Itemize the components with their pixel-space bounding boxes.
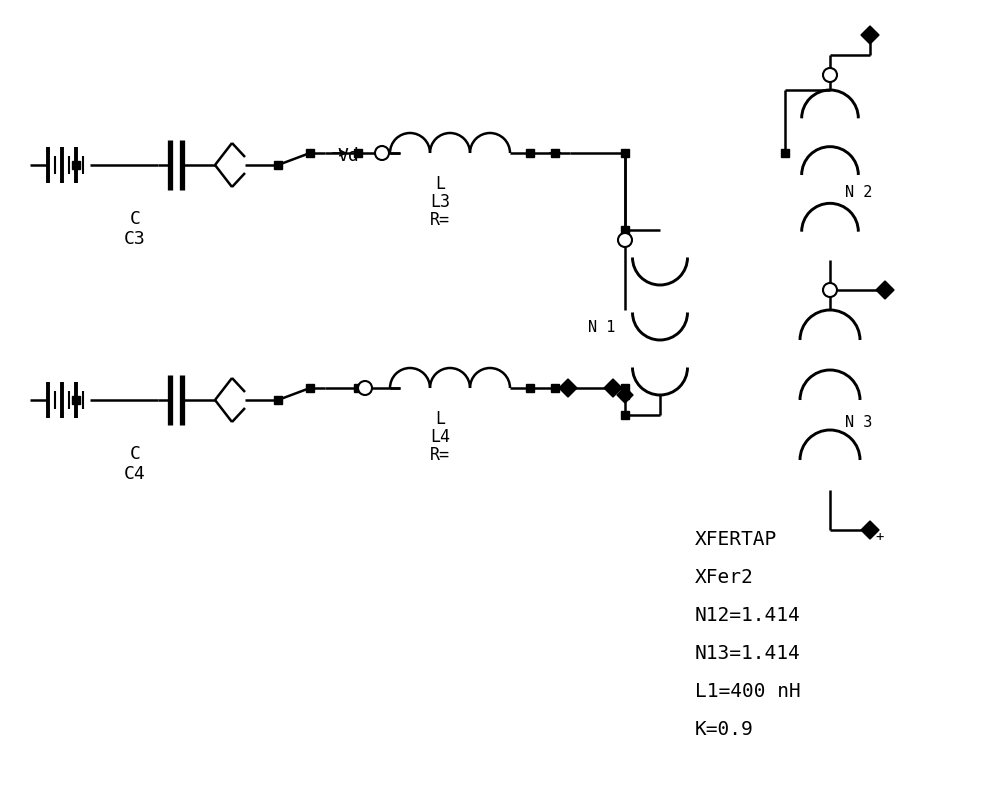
Bar bbox=[306, 149, 314, 157]
Text: L3: L3 bbox=[430, 193, 450, 211]
Text: N12=1.414: N12=1.414 bbox=[695, 606, 801, 625]
Text: Vd: Vd bbox=[337, 147, 359, 165]
Bar bbox=[621, 226, 629, 234]
Circle shape bbox=[823, 68, 837, 82]
Text: C: C bbox=[130, 210, 140, 228]
Text: R=: R= bbox=[430, 446, 450, 464]
Text: R=: R= bbox=[430, 211, 450, 229]
Text: N13=1.414: N13=1.414 bbox=[695, 644, 801, 663]
Bar bbox=[354, 149, 362, 157]
Bar bbox=[72, 161, 80, 169]
Text: K=0.9: K=0.9 bbox=[695, 720, 754, 739]
Text: L: L bbox=[435, 175, 445, 193]
Bar bbox=[354, 384, 362, 392]
Circle shape bbox=[823, 283, 837, 297]
Bar bbox=[526, 384, 534, 392]
Text: N 1: N 1 bbox=[588, 320, 615, 335]
Polygon shape bbox=[861, 26, 879, 44]
Text: L4: L4 bbox=[430, 428, 450, 446]
Polygon shape bbox=[861, 521, 879, 539]
Bar bbox=[72, 396, 80, 404]
Bar bbox=[621, 391, 629, 399]
Bar bbox=[621, 411, 629, 419]
Bar bbox=[551, 384, 559, 392]
Bar bbox=[274, 161, 282, 169]
Polygon shape bbox=[617, 387, 633, 403]
Bar bbox=[526, 149, 534, 157]
Text: N 2: N 2 bbox=[845, 185, 872, 200]
Text: N 3: N 3 bbox=[845, 415, 872, 430]
Bar bbox=[621, 384, 629, 392]
Bar bbox=[621, 149, 629, 157]
Bar bbox=[551, 149, 559, 157]
Text: L1=400 nH: L1=400 nH bbox=[695, 682, 801, 701]
Bar bbox=[274, 396, 282, 404]
Polygon shape bbox=[604, 379, 622, 397]
Polygon shape bbox=[559, 379, 577, 397]
Text: C: C bbox=[130, 445, 140, 463]
Bar bbox=[306, 384, 314, 392]
Polygon shape bbox=[876, 281, 894, 299]
Circle shape bbox=[358, 381, 372, 395]
Circle shape bbox=[375, 146, 389, 160]
Text: XFERTAP: XFERTAP bbox=[695, 530, 777, 549]
Text: C3: C3 bbox=[124, 230, 146, 248]
Text: C4: C4 bbox=[124, 465, 146, 483]
Text: L: L bbox=[435, 410, 445, 428]
Text: XFer2: XFer2 bbox=[695, 568, 754, 587]
Bar bbox=[781, 149, 789, 157]
Circle shape bbox=[618, 233, 632, 247]
Text: +: + bbox=[875, 530, 883, 544]
